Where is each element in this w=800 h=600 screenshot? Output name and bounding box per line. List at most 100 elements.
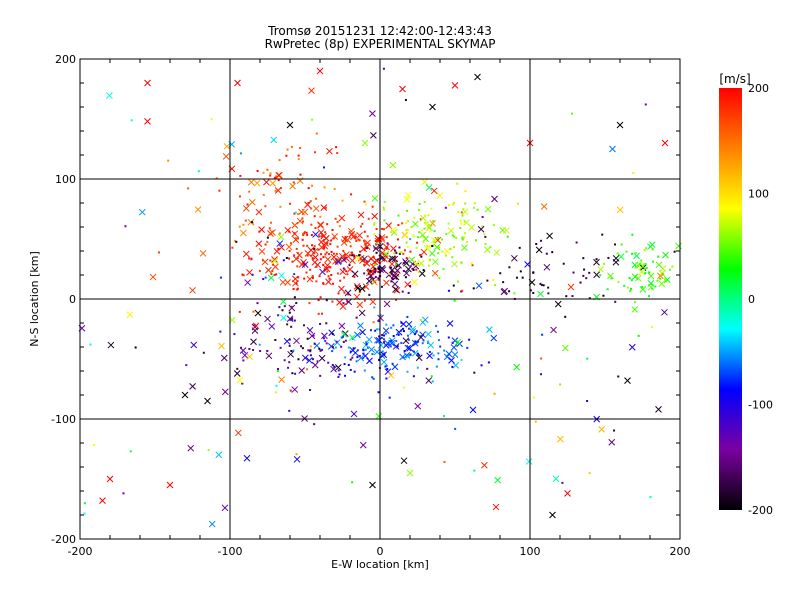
data-point-dot: [341, 199, 344, 202]
data-point-dot: [293, 296, 296, 299]
data-point-dot: [617, 375, 620, 378]
data-point-dot: [331, 364, 334, 367]
data-point-dot: [451, 365, 454, 368]
data-point-dot: [322, 256, 325, 259]
data-point-dot: [290, 325, 293, 328]
data-point-cross: [291, 386, 299, 393]
data-point-cross: [221, 388, 229, 396]
data-point-dot: [302, 244, 305, 247]
data-point-cross: [344, 289, 352, 297]
data-point-dot: [539, 373, 542, 376]
data-point-dot: [386, 246, 389, 249]
colorbar-label: [m/s]: [719, 72, 750, 86]
data-point-dot: [459, 219, 462, 222]
data-point-dot: [124, 225, 127, 228]
data-point-cross: [448, 357, 455, 364]
data-point-dot: [341, 335, 344, 338]
data-point-cross: [597, 266, 605, 273]
data-point-dot: [302, 220, 305, 223]
data-point-dot: [319, 374, 322, 377]
data-point-cross: [301, 261, 309, 268]
data-point-dot: [463, 236, 466, 239]
data-point-dot: [457, 280, 460, 283]
data-point-cross: [463, 219, 470, 226]
data-point-cross: [271, 257, 279, 265]
data-point-dot: [426, 244, 429, 247]
data-point-cross: [392, 273, 400, 281]
data-point-dot: [295, 453, 298, 456]
data-point-dot: [399, 251, 402, 254]
data-point-dot: [293, 232, 296, 235]
data-point-dot: [289, 389, 292, 392]
data-point-cross: [631, 306, 639, 313]
data-point-dot: [391, 277, 394, 280]
data-point-cross: [461, 244, 468, 252]
data-point-cross: [593, 258, 600, 266]
data-point-dot: [396, 345, 399, 348]
data-point-dot: [462, 208, 465, 211]
data-point-cross: [106, 92, 113, 99]
data-point-dot: [409, 285, 412, 288]
data-point-dot: [344, 235, 347, 238]
data-point-cross: [357, 211, 365, 219]
data-point-dot: [448, 204, 451, 207]
data-point-dot: [559, 383, 562, 386]
data-point-dot: [436, 330, 439, 333]
data-point-dot: [529, 289, 532, 292]
data-point-dot: [403, 350, 406, 353]
data-point-dot: [664, 278, 667, 281]
data-point-dot: [437, 358, 440, 361]
data-point-cross: [261, 258, 269, 266]
data-point-cross: [414, 402, 422, 410]
data-point-dot: [412, 268, 415, 271]
data-point-cross: [326, 147, 333, 155]
data-point-cross: [377, 314, 384, 322]
data-point-dot: [443, 460, 446, 463]
data-point-dot: [349, 368, 352, 371]
data-point-cross: [239, 347, 247, 354]
data-point-cross: [393, 267, 401, 274]
data-point-dot: [416, 352, 419, 355]
data-point-cross: [316, 67, 324, 75]
data-point-cross: [638, 268, 646, 276]
data-point-dot: [610, 277, 613, 280]
data-point-cross: [633, 252, 640, 260]
data-point-dot: [475, 239, 478, 242]
data-point-dot: [420, 255, 423, 258]
data-point-dot: [515, 276, 518, 279]
data-point-dot: [311, 358, 314, 361]
data-point-cross: [631, 273, 639, 281]
data-point-dot: [429, 230, 432, 233]
data-point-dot: [383, 334, 386, 337]
data-point-cross: [338, 322, 346, 330]
data-point-cross: [320, 232, 327, 240]
data-point-cross: [408, 256, 416, 264]
data-point-dot: [290, 350, 293, 353]
data-point-dot: [358, 239, 361, 242]
data-point-dot: [617, 281, 620, 284]
data-point-cross: [317, 229, 325, 236]
data-point-dot: [353, 275, 356, 278]
data-point-dot: [297, 358, 300, 361]
data-point-cross: [607, 272, 614, 280]
y-tick-label: 0: [69, 293, 76, 306]
data-point-dot: [238, 310, 241, 313]
data-point-dot: [369, 258, 372, 261]
data-point-cross: [425, 377, 433, 384]
data-point-dot: [521, 276, 524, 279]
data-point-dot: [294, 211, 297, 214]
data-point-dot: [318, 347, 321, 350]
data-point-dot: [613, 429, 616, 432]
data-point-cross: [373, 348, 381, 356]
data-point-dot: [386, 242, 389, 245]
data-point-dot: [367, 346, 370, 349]
data-point-dot: [466, 346, 469, 349]
data-point-dot: [445, 232, 448, 235]
data-point-dot: [409, 250, 412, 253]
data-point-cross: [358, 309, 366, 317]
data-point-cross: [318, 354, 326, 362]
data-point-dot: [313, 423, 316, 426]
data-point-dot: [545, 252, 548, 255]
data-point-dot: [384, 332, 387, 335]
data-point-dot: [373, 271, 376, 274]
